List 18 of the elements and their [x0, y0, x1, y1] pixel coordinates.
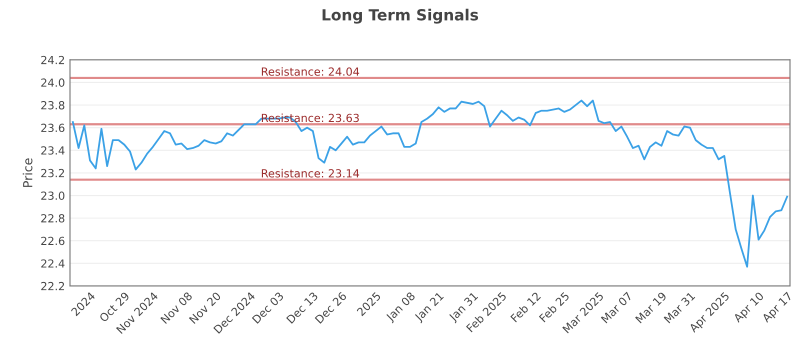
y-tick-label: 22.2 [41, 282, 64, 290]
y-tick-label: 22.8 [41, 214, 64, 222]
chart-title: Long Term Signals [322, 8, 478, 24]
y-tick-label: 23.6 [41, 124, 64, 132]
y-tick-label: 23.0 [41, 191, 64, 200]
ref-line-label: Resistance: 23.14 [262, 168, 360, 178]
ref-line-label: Resistance: 23.63 [262, 114, 359, 122]
y-tick-label: 22.6 [41, 236, 64, 246]
y-axis-title: Price [22, 158, 32, 187]
line-series [72, 100, 788, 268]
y-tick-label: 23.4 [41, 146, 65, 155]
ref-line-label: Resistance: 24.04 [262, 67, 360, 76]
y-tick-label: 22.4 [41, 259, 65, 268]
y-tick-label: 23.8 [41, 101, 64, 110]
y-tick-label: 24.2 [41, 56, 64, 64]
y-tick-label: 23.2 [41, 168, 64, 178]
x-tick-label: Jan 21 [414, 292, 446, 324]
y-tick-label: 24.0 [41, 78, 64, 87]
